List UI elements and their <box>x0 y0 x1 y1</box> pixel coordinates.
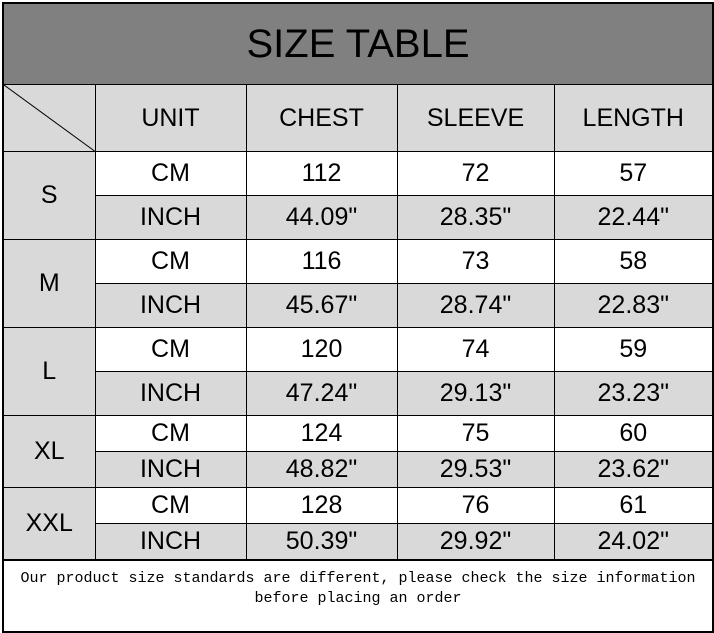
page-title: SIZE TABLE <box>4 4 712 85</box>
cell-sleeve: 28.35" <box>396 195 555 240</box>
table-row: L CM 120 74 59 <box>4 327 712 416</box>
cell-unit: CM <box>94 151 247 196</box>
cell-chest: 44.09" <box>245 195 398 240</box>
cell-unit: INCH <box>95 195 247 240</box>
size-label: M <box>4 239 96 328</box>
cell-length: 22.83" <box>553 283 712 328</box>
cell-chest: 45.67" <box>245 283 398 328</box>
cell-length: 58 <box>553 239 712 284</box>
cell-sleeve: 72 <box>396 151 555 196</box>
cell-chest: 50.39" <box>245 523 398 560</box>
cell-length: 59 <box>553 327 712 372</box>
table-row: INCH 48.82" 29.53" 23.62" <box>4 451 712 488</box>
cell-length: 23.62" <box>553 451 712 488</box>
size-label: L <box>4 327 96 416</box>
table-row: M CM 116 73 58 <box>4 239 712 328</box>
header-unit: UNIT <box>94 85 247 152</box>
size-label: XL <box>4 415 96 488</box>
footer-line-2: before placing an order <box>254 590 462 607</box>
cell-unit: INCH <box>95 451 247 488</box>
cell-chest: 112 <box>245 151 398 196</box>
cell-unit: INCH <box>95 283 247 328</box>
corner-cell <box>4 85 96 152</box>
cell-unit: INCH <box>95 371 247 416</box>
cell-length: 24.02" <box>553 523 712 560</box>
cell-sleeve: 28.74" <box>396 283 555 328</box>
table-row: INCH 45.67" 28.74" 22.83" <box>4 283 712 328</box>
cell-chest: 48.82" <box>245 451 398 488</box>
footer-line-1: Our product size standards are different… <box>20 570 696 587</box>
cell-sleeve: 29.92" <box>396 523 555 560</box>
cell-length: 23.23" <box>553 371 712 416</box>
cell-sleeve: 76 <box>396 487 555 524</box>
cell-length: 22.44" <box>553 195 712 240</box>
cell-unit: CM <box>94 327 247 372</box>
header-length: LENGTH <box>553 85 712 152</box>
table-row: XXL CM 128 76 61 <box>4 487 712 560</box>
cell-chest: 47.24" <box>245 371 398 416</box>
table-row: XL CM 124 75 60 <box>4 415 712 488</box>
cell-unit: CM <box>94 415 247 452</box>
cell-sleeve: 75 <box>396 415 555 452</box>
table-row: INCH 44.09" 28.35" 22.44" <box>4 195 712 240</box>
table-row: INCH 50.39" 29.92" 24.02" <box>4 523 712 560</box>
footer-note: Our product size standards are different… <box>4 560 712 632</box>
cell-sleeve: 74 <box>396 327 555 372</box>
header-row: UNIT CHEST SLEEVE LENGTH <box>4 85 712 152</box>
size-label: S <box>4 151 96 240</box>
cell-length: 60 <box>553 415 712 452</box>
table-row: INCH 47.24" 29.13" 23.23" <box>4 371 712 416</box>
header-sleeve: SLEEVE <box>396 85 555 152</box>
header-chest: CHEST <box>245 85 398 152</box>
cell-sleeve: 73 <box>396 239 555 284</box>
cell-unit: CM <box>94 239 247 284</box>
cell-sleeve: 29.13" <box>396 371 555 416</box>
cell-chest: 124 <box>245 415 398 452</box>
size-table: UNIT CHEST SLEEVE LENGTH S CM 112 72 57 INCH 4… <box>4 85 712 560</box>
cell-chest: 128 <box>245 487 398 524</box>
table-row: S CM 112 72 57 <box>4 151 712 240</box>
cell-sleeve: 29.53" <box>396 451 555 488</box>
size-label: XXL <box>4 487 96 560</box>
cell-length: 57 <box>553 151 712 196</box>
cell-unit: CM <box>94 487 247 524</box>
cell-unit: INCH <box>95 523 247 560</box>
cell-chest: 116 <box>245 239 398 284</box>
cell-length: 61 <box>553 487 712 524</box>
cell-chest: 120 <box>245 327 398 372</box>
